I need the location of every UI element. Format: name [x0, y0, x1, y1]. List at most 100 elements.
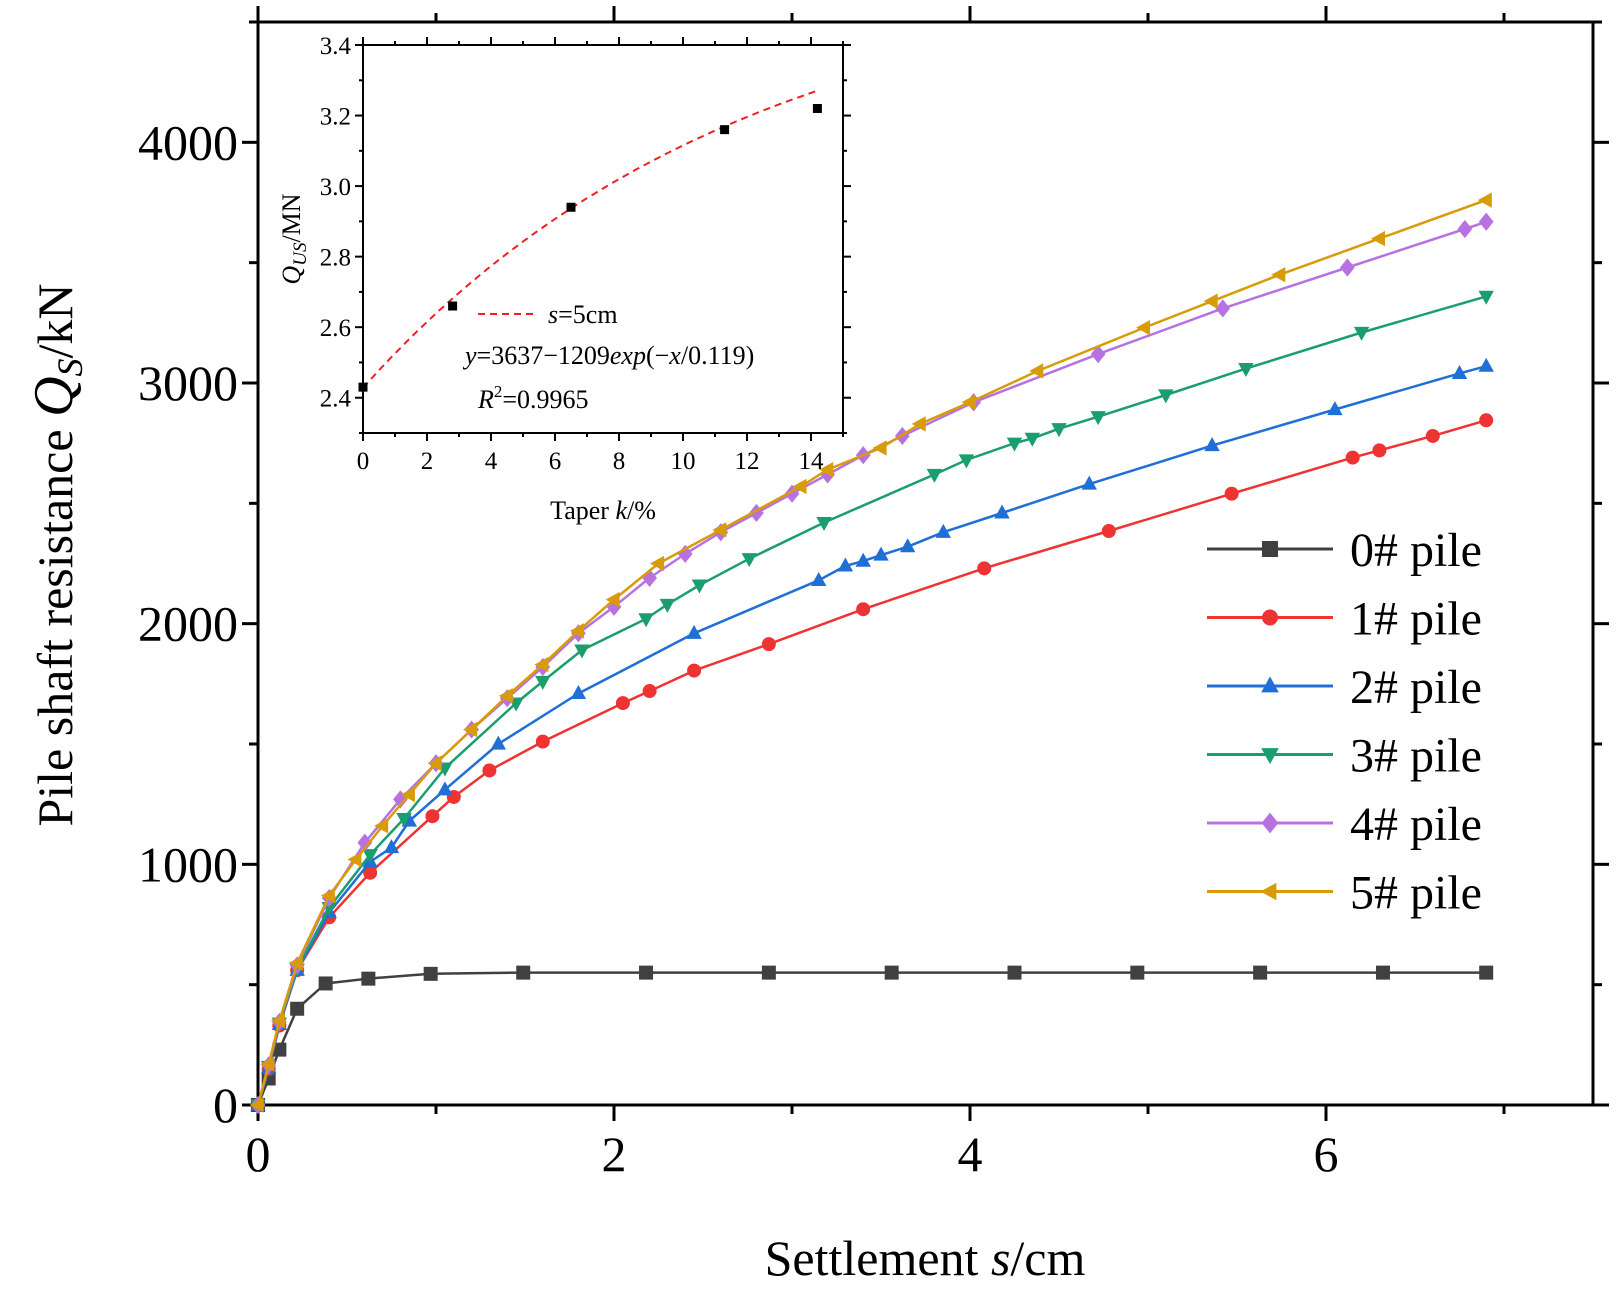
- data-point-0-pile: [1479, 965, 1494, 980]
- data-point-3-pile: [691, 579, 708, 594]
- data-point-5-pile: [1136, 319, 1151, 336]
- data-point-5-pile: [1271, 267, 1286, 283]
- inset-data-point: [566, 202, 576, 212]
- x-tick-label: 6: [1314, 1126, 1339, 1182]
- data-point-1-pile: [1345, 450, 1360, 465]
- legend-item-3-pile: 3# pile: [1207, 730, 1482, 783]
- legend-label-1-pile: 1# pile: [1350, 593, 1482, 646]
- data-point-5-pile: [270, 1013, 285, 1029]
- data-point-0-pile: [361, 971, 376, 986]
- data-point-0-pile: [1007, 965, 1022, 980]
- inset-x-tick-label: 8: [613, 448, 626, 475]
- data-point-2-pile: [570, 685, 587, 700]
- data-point-0-pile: [1375, 965, 1390, 980]
- inset-x-tick-label: 14: [799, 448, 825, 475]
- data-point-3-pile: [1024, 432, 1040, 447]
- data-point-3-pile: [1158, 389, 1174, 404]
- data-point-2-pile: [437, 781, 453, 796]
- inset-fit-curve: [362, 89, 818, 389]
- data-point-3-pile: [1051, 423, 1067, 438]
- inset-data-point: [720, 125, 730, 135]
- data-point-2-pile: [1478, 357, 1494, 372]
- data-point-4-pile: [677, 544, 693, 563]
- data-point-0-pile: [423, 966, 438, 981]
- data-point-0-pile: [1130, 965, 1145, 980]
- data-point-3-pile: [1006, 437, 1023, 452]
- x-tick-label: 2: [602, 1126, 627, 1182]
- data-point-5-pile: [792, 478, 807, 495]
- data-point-4-pile: [1457, 219, 1473, 239]
- data-point-3-pile: [1090, 411, 1106, 426]
- inset-y-axis-title: QUS/MN: [277, 193, 311, 284]
- legend-item-4-pile: 4# pile: [1207, 798, 1482, 851]
- inset-x-tick-label: 2: [421, 448, 434, 475]
- data-point-5-pile: [1477, 192, 1492, 208]
- data-point-1-pile: [1224, 486, 1239, 501]
- inset-data-point: [448, 301, 458, 311]
- data-point-3-pile: [926, 468, 943, 483]
- data-point-2-pile: [686, 624, 702, 639]
- data-point-3-pile: [1238, 362, 1254, 377]
- data-point-5-pile: [498, 688, 513, 704]
- x-tick-label: 0: [246, 1126, 271, 1182]
- data-point-1-pile: [687, 663, 702, 678]
- inset-x-tick-label: 12: [735, 448, 760, 475]
- data-point-2-pile: [837, 557, 854, 572]
- data-point-3-pile: [396, 813, 412, 828]
- data-point-3-pile: [816, 516, 832, 531]
- data-point-2-pile: [1327, 401, 1343, 416]
- legend-item-2-pile: 2# pile: [1207, 661, 1482, 714]
- data-point-5-pile: [463, 721, 478, 738]
- data-point-4-pile: [1090, 345, 1106, 364]
- series-line-3-pile: [256, 295, 1487, 1106]
- data-point-5-pile: [1203, 293, 1218, 309]
- data-point-5-pile: [347, 851, 362, 868]
- data-point-4-pile: [393, 790, 408, 809]
- inset-fit-r-squared: R2=0.9965: [477, 382, 589, 414]
- data-point-5-pile: [570, 623, 584, 639]
- inset-data-point: [358, 382, 368, 392]
- series-line-2-pile: [256, 364, 1487, 1106]
- data-point-5-pile: [374, 818, 389, 834]
- data-point-5-pile: [911, 416, 926, 432]
- main-x-axis-title: Settlement s/cm: [765, 1230, 1086, 1286]
- data-point-3-pile: [1478, 290, 1494, 305]
- data-point-2-pile: [994, 504, 1010, 519]
- data-point-3-pile: [638, 613, 654, 628]
- inset-x-tick-label: 6: [549, 448, 562, 475]
- inset-y-tick-label: 2.6: [320, 315, 351, 342]
- inset-axis-ticks: 0 2 4 6 8 10 12 14 2.4 2.6 2.8 3.0 3.2 3.4: [320, 33, 851, 475]
- data-point-4-pile: [1340, 258, 1355, 277]
- data-point-0-pile: [272, 1042, 287, 1057]
- legend-label-4-pile: 4# pile: [1350, 798, 1482, 851]
- data-point-0-pile: [761, 965, 776, 980]
- data-point-5-pile: [712, 522, 727, 538]
- data-point-1-pile: [1101, 524, 1116, 539]
- data-point-4-pile: [1478, 212, 1494, 231]
- y-tick-label: 4000: [138, 114, 238, 170]
- series-0-pile: [251, 965, 1494, 1112]
- data-point-3-pile: [741, 553, 757, 568]
- data-point-2-pile: [855, 552, 871, 567]
- inset-x-tick-label: 4: [485, 448, 498, 475]
- legend-marker-4-pile: [1261, 812, 1279, 834]
- data-point-1-pile: [1372, 443, 1387, 458]
- data-point-0-pile: [516, 965, 531, 980]
- data-point-5-pile: [320, 887, 335, 904]
- data-point-4-pile: [820, 465, 835, 484]
- data-point-1-pile: [425, 809, 440, 824]
- legend-marker-3-pile: [1261, 748, 1279, 765]
- legend-item-1-pile: 1# pile: [1207, 593, 1482, 646]
- data-point-1-pile: [615, 696, 630, 711]
- data-point-4-pile: [1215, 299, 1231, 318]
- inset-series-group: [358, 89, 822, 392]
- data-point-5-pile: [249, 1097, 264, 1113]
- data-point-5-pile: [427, 755, 442, 771]
- data-point-5-pile: [605, 591, 620, 608]
- legend-marker-0-pile: [1262, 541, 1278, 557]
- inset-data-point: [812, 103, 822, 113]
- data-point-3-pile: [574, 644, 590, 659]
- legend-label-5-pile: 5# pile: [1350, 867, 1482, 920]
- data-point-2-pile: [1451, 364, 1468, 379]
